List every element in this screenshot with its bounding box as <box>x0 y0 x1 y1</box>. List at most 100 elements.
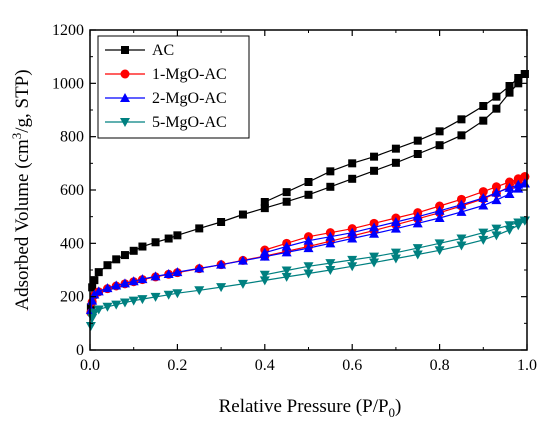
legend-label: 5-MgO-AC <box>152 114 227 131</box>
data-point <box>194 286 205 296</box>
data-point <box>172 289 183 299</box>
x-tick-label: 0.4 <box>255 357 275 374</box>
data-point <box>303 269 314 279</box>
data-point <box>504 226 515 235</box>
data-point <box>491 182 501 192</box>
data-point <box>505 177 515 187</box>
legend-entry: 2-MgO-AC <box>105 90 227 107</box>
data-point <box>478 228 489 238</box>
data-point <box>492 92 501 101</box>
legend-marker <box>120 69 130 79</box>
legend-label: 2-MgO-AC <box>152 90 227 107</box>
data-point <box>237 279 248 289</box>
data-point <box>412 218 423 228</box>
data-point <box>259 276 270 286</box>
data-point <box>137 274 148 284</box>
data-point <box>325 266 336 275</box>
data-point <box>93 305 104 315</box>
data-point <box>347 233 358 243</box>
data-point <box>479 102 488 110</box>
data-point <box>173 231 182 240</box>
data-point <box>369 252 380 262</box>
data-point <box>85 322 96 331</box>
data-point <box>390 248 401 258</box>
x-tick-label: 0.0 <box>80 357 100 374</box>
data-point <box>282 188 291 197</box>
data-point <box>326 167 335 176</box>
data-point <box>347 262 358 272</box>
data-point <box>260 204 269 213</box>
data-point <box>93 286 104 296</box>
data-point <box>120 251 129 260</box>
data-point <box>412 211 423 221</box>
data-point <box>514 79 523 88</box>
data-point <box>303 262 314 272</box>
data-point <box>281 247 292 257</box>
data-point <box>348 159 357 168</box>
legend-marker <box>120 93 130 102</box>
data-point <box>281 266 292 276</box>
y-tick-label: 200 <box>60 289 84 306</box>
data-point <box>413 136 422 145</box>
x-tick-label: 0.2 <box>167 357 187 374</box>
data-point <box>281 241 292 251</box>
data-layer <box>85 70 530 331</box>
data-point <box>434 246 445 256</box>
data-point <box>195 224 204 233</box>
data-point <box>282 197 291 206</box>
data-point <box>520 70 529 78</box>
data-point <box>304 178 313 186</box>
data-point <box>259 247 270 257</box>
legend-marker <box>120 118 130 127</box>
data-point <box>151 238 160 247</box>
data-point <box>504 189 515 198</box>
series-AC <box>86 70 529 312</box>
data-point <box>128 296 139 306</box>
data-point <box>478 200 489 210</box>
data-point <box>102 283 113 293</box>
data-point <box>491 231 502 241</box>
data-point <box>164 234 173 243</box>
data-point <box>435 141 444 150</box>
data-point <box>504 182 515 192</box>
data-point <box>216 283 227 293</box>
y-tick-label: 0 <box>76 342 84 359</box>
data-point <box>112 255 121 264</box>
x-tick-label: 0.6 <box>342 357 362 374</box>
data-point <box>216 259 227 269</box>
series-2-MgO-AC <box>85 178 530 314</box>
data-point <box>119 278 130 288</box>
data-point <box>237 255 248 265</box>
data-point <box>456 199 467 209</box>
data-point <box>111 280 122 290</box>
data-point <box>456 206 467 216</box>
data-point <box>128 276 139 286</box>
data-point <box>347 227 358 237</box>
data-point <box>390 223 401 233</box>
data-point <box>325 259 336 269</box>
data-point <box>491 224 502 234</box>
legend-entry: AC <box>105 42 174 59</box>
data-point <box>514 74 523 82</box>
data-point <box>303 243 314 253</box>
x-axis-title: Relative Pressure (P/P0) <box>219 396 402 420</box>
data-point <box>325 231 336 241</box>
data-point <box>391 158 400 167</box>
data-point <box>413 150 422 158</box>
data-point <box>347 255 358 265</box>
data-point <box>457 115 466 124</box>
legend: AC 1-MgO-AC 2-MgO-AC 5-MgO-AC <box>97 35 250 139</box>
data-point <box>326 182 335 191</box>
data-point <box>456 241 467 251</box>
data-point <box>505 82 514 90</box>
data-point <box>102 302 113 312</box>
data-point <box>390 217 401 226</box>
data-point <box>111 300 122 310</box>
data-point <box>163 290 174 300</box>
data-point <box>304 190 313 199</box>
data-point <box>457 131 466 140</box>
data-point <box>138 242 147 251</box>
y-axis-title: Adsorbed Volume (cm3/g, STP) <box>9 69 33 310</box>
data-point <box>412 244 423 254</box>
